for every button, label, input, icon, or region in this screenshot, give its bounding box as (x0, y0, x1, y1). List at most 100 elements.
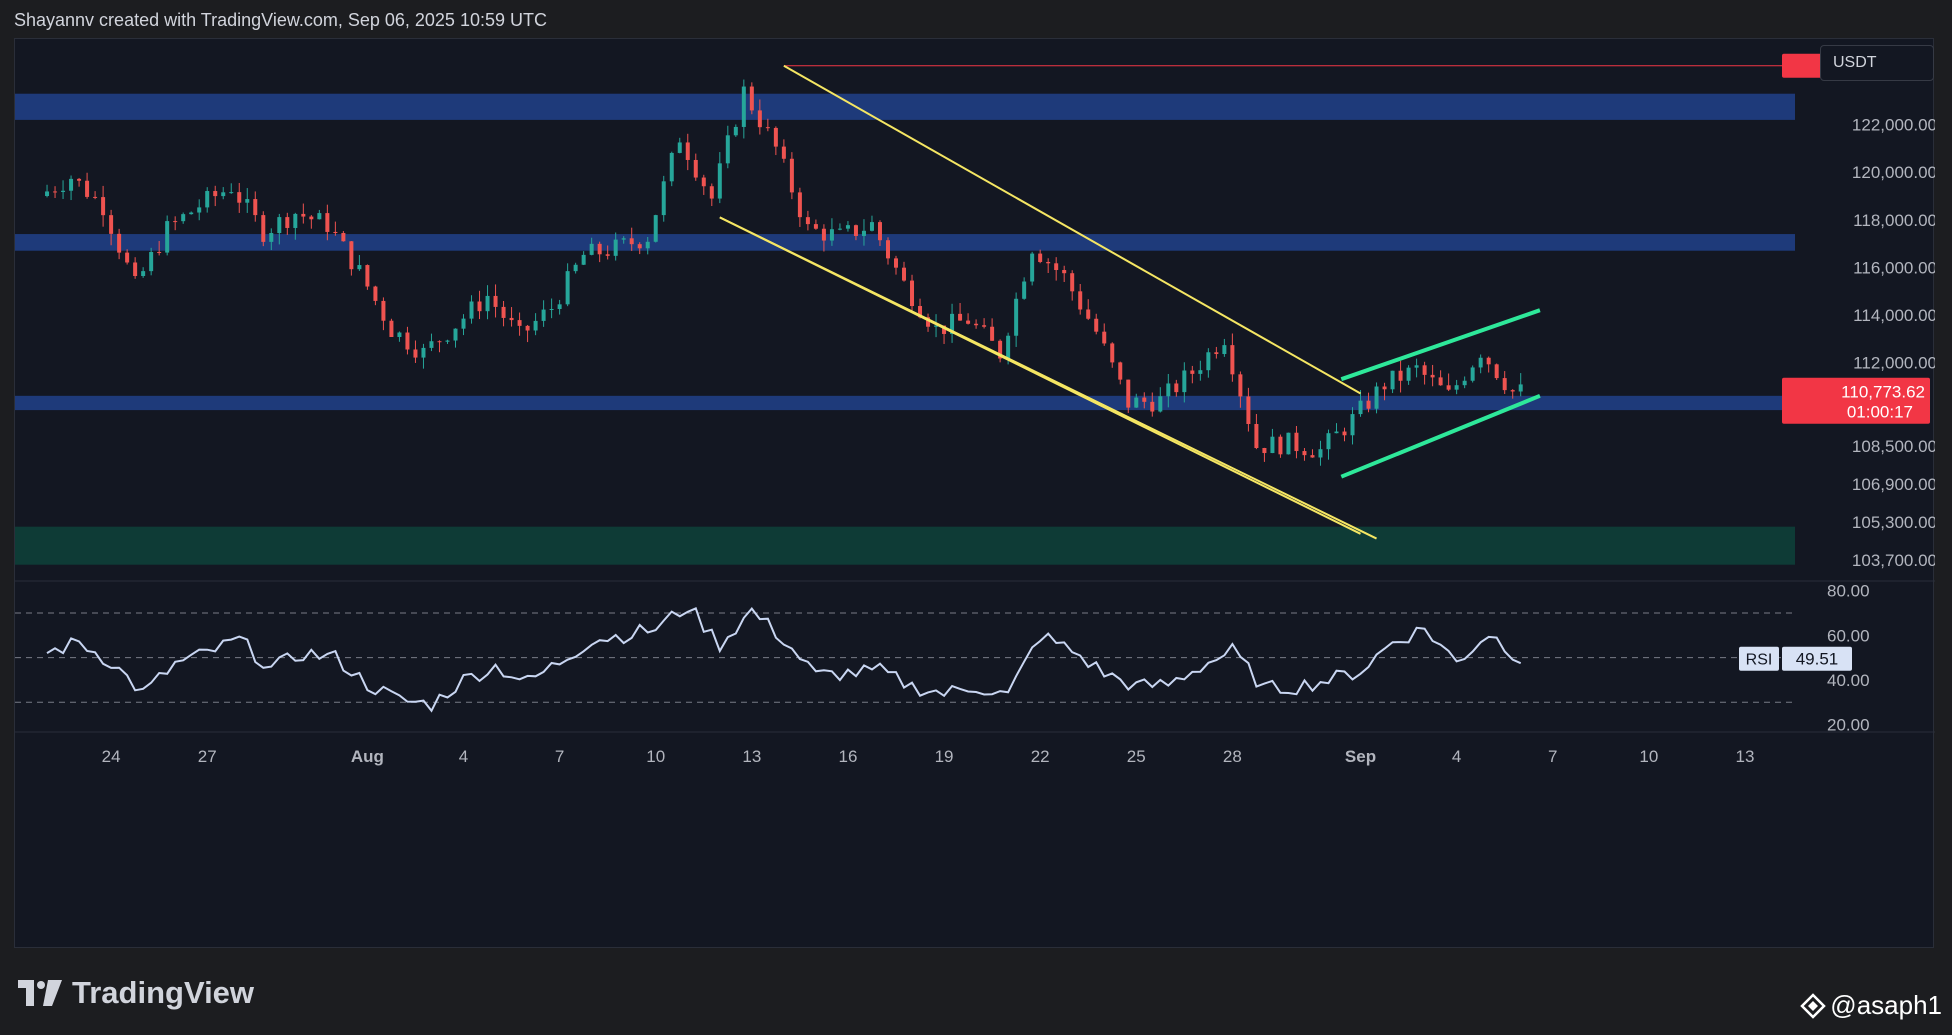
down-candle (902, 267, 907, 281)
up-candle (141, 271, 146, 277)
down-candle (1126, 379, 1131, 408)
price-chart[interactable]: 122,000.00 120,000.00 118,000.00 116,000.00… (15, 39, 1935, 949)
up-candle (429, 341, 434, 348)
up-candle (1318, 449, 1323, 458)
down-candle (405, 332, 410, 350)
down-candle (525, 325, 530, 331)
down-candle (309, 216, 314, 220)
up-candle (1406, 367, 1411, 381)
down-candle (693, 159, 698, 178)
time-axis[interactable]: 24 27 Aug 4 7 10 13 16 19 22 25 28 Sep 4 7 10 13 (15, 731, 1935, 766)
time-tick-label: 25 (1127, 747, 1146, 766)
down-candle (1102, 331, 1107, 344)
down-candle (910, 280, 915, 307)
up-candle (205, 191, 210, 208)
down-candle (1094, 318, 1099, 332)
down-candle (301, 213, 306, 217)
down-candle (413, 349, 418, 358)
down-candle (365, 265, 370, 287)
down-candle (1294, 432, 1299, 452)
up-candle (677, 142, 682, 153)
up-candle (653, 215, 658, 242)
down-candle (789, 158, 794, 193)
down-candle (93, 196, 98, 198)
support-resistance-zones (15, 93, 1795, 565)
up-candle (829, 229, 834, 241)
down-candle (341, 233, 346, 242)
rsi-tick-label: 20.00 (1827, 716, 1870, 735)
up-candle (1222, 345, 1227, 355)
up-candle (549, 309, 554, 311)
time-tick-label: 10 (646, 747, 665, 766)
currency-selector[interactable]: USDT (1820, 45, 1934, 81)
tradingview-logo[interactable]: TradingView (18, 975, 254, 1011)
tradingview-logo-icon (18, 980, 62, 1006)
blue-zone (15, 93, 1795, 120)
down-candle (1398, 370, 1403, 381)
up-candle (181, 214, 186, 222)
rsi-value-label: 49.51 (1796, 650, 1839, 669)
up-candle (189, 212, 194, 215)
up-candle (1454, 385, 1459, 390)
down-candle (85, 180, 90, 197)
down-candle (101, 197, 106, 216)
down-candle (1070, 273, 1075, 292)
down-candle (1054, 263, 1059, 271)
down-candle (1510, 390, 1515, 392)
blue-zone (15, 234, 1795, 251)
down-candle (1302, 451, 1307, 456)
time-tick-label: Sep (1345, 747, 1376, 766)
chart-frame[interactable]: 122,000.00 120,000.00 118,000.00 116,000.00… (14, 38, 1935, 949)
up-candle (1334, 431, 1339, 434)
down-candle (1086, 309, 1091, 319)
price-tick-label: 118,000.00 (1853, 211, 1935, 230)
up-candle (573, 264, 578, 272)
candle-countdown: 01:00:17 (1847, 403, 1913, 422)
rsi-value-tag (1782, 646, 1852, 671)
tradingview-brand-text: TradingView (72, 975, 255, 1010)
up-candle (1390, 370, 1395, 390)
down-candle (701, 177, 706, 187)
up-candle (1030, 253, 1035, 282)
up-candle (469, 301, 474, 319)
teal-zone (15, 526, 1795, 565)
down-candle (117, 233, 122, 253)
time-tick-label: 13 (1736, 747, 1755, 766)
down-candle (942, 325, 947, 334)
up-candle (1206, 352, 1211, 371)
up-candle (221, 192, 226, 197)
price-tick-label: 103,700.00 (1852, 551, 1935, 570)
down-candle (1310, 455, 1315, 458)
down-candle (813, 224, 818, 229)
up-candle (837, 228, 842, 230)
down-candle (1278, 436, 1283, 455)
down-candle (709, 186, 714, 199)
down-candle (285, 217, 290, 228)
time-tick-label: 13 (742, 747, 761, 766)
up-candle (485, 295, 490, 312)
down-candle (877, 222, 882, 241)
down-candle (1262, 448, 1267, 454)
down-candle (109, 215, 114, 234)
down-candle (53, 191, 58, 193)
down-candle (349, 241, 354, 270)
down-candle (173, 221, 178, 223)
rising-channel-upper (1340, 308, 1541, 382)
up-candle (541, 309, 546, 321)
price-tick-label: 122,000.00 (1852, 116, 1935, 135)
price-tick-label: 105,300.00 (1852, 513, 1935, 532)
rsi-name-label: RSI (1746, 652, 1773, 669)
down-candle (509, 317, 514, 321)
diamond-logo-icon (1800, 992, 1827, 1019)
down-candle (1174, 383, 1179, 393)
down-candle (437, 341, 442, 343)
up-candle (1462, 380, 1467, 386)
down-candle (926, 317, 931, 327)
price-axis[interactable]: 122,000.00 120,000.00 118,000.00 116,000.00… (1739, 53, 1935, 735)
trendlines[interactable] (719, 64, 1795, 540)
up-candle (741, 86, 746, 127)
down-candle (1038, 253, 1043, 262)
up-candle (149, 252, 154, 272)
up-candle (1014, 298, 1019, 336)
rsi-tick-label: 40.00 (1827, 671, 1870, 690)
